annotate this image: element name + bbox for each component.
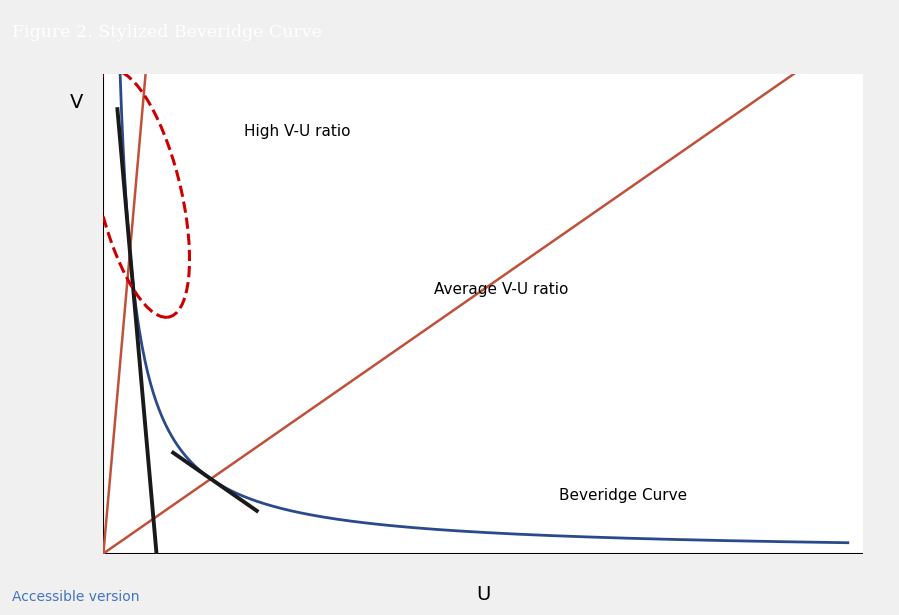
Text: U: U: [476, 585, 490, 604]
Text: Figure 2. Stylized Beveridge Curve: Figure 2. Stylized Beveridge Curve: [12, 23, 322, 41]
Text: Average V-U ratio: Average V-U ratio: [434, 282, 568, 297]
Text: Accessible version: Accessible version: [12, 590, 139, 604]
Text: Beveridge Curve: Beveridge Curve: [559, 488, 688, 504]
Text: V: V: [70, 93, 84, 112]
Text: High V-U ratio: High V-U ratio: [244, 124, 351, 139]
